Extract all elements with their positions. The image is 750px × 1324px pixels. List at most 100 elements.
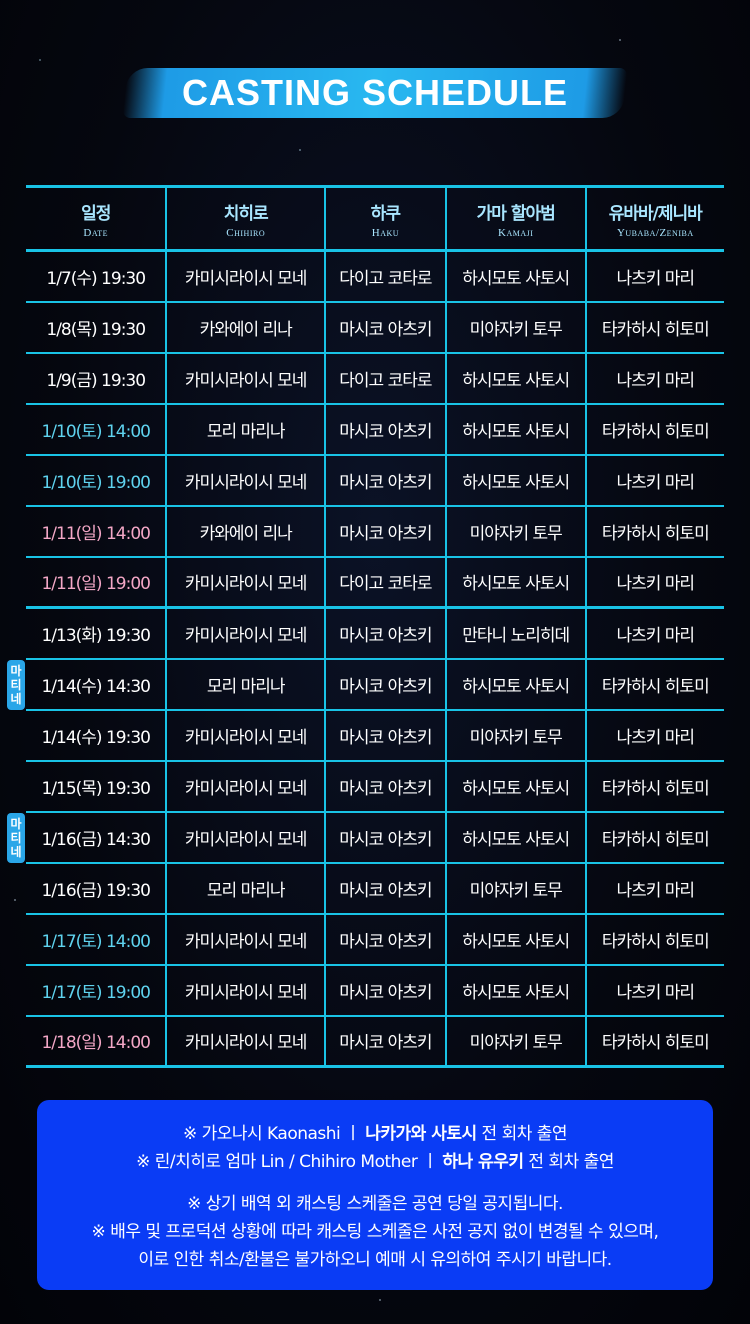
- schedule-row: 1/10(토) 14:00 모리 마리나 마시코 아츠키 하시모토 사토시 타카하시 히…: [26, 402, 724, 456]
- notice-line-3: ※ 상기 배역 외 캐스팅 스케줄은 공연 당일 공지됩니다.: [187, 1194, 563, 1214]
- schedule-row: 마 티 네 1/14(수) 14:30 모리 마리나 마시코 아츠키 하시모토 사토시 타카하…: [7, 657, 724, 711]
- haku-cell: 마시코 아츠키: [323, 861, 447, 915]
- chihiro-cell: 카미시라이시 모네: [165, 963, 326, 1017]
- matinee-char: 마: [10, 663, 22, 678]
- yubaba-cell: 타카하시 히토미: [584, 912, 724, 966]
- chihiro-cell: 카미시라이시 모네: [165, 606, 326, 660]
- yubaba-cell: 타카하시 히토미: [584, 1014, 724, 1068]
- chihiro-cell: 카미시라이시 모네: [165, 912, 326, 966]
- schedule-row: 1/8(목) 19:30 카와에이 리나 마시코 아츠키 미야자키 토무 타카하시 히토…: [26, 300, 724, 354]
- haku-cell: 마시코 아츠키: [323, 504, 447, 558]
- yubaba-cell: 나츠키 마리: [584, 963, 724, 1017]
- schedule-row: 1/10(토) 19:00 카미시라이시 모네 마시코 아츠키 하시모토 사토시 나츠키…: [26, 453, 724, 507]
- date-cell: 1/10(토) 19:00: [26, 453, 168, 507]
- haku-cell: 마시코 아츠키: [323, 657, 447, 711]
- haku-cell: 다이고 코타로: [323, 351, 447, 405]
- kamaji-cell: 하시모토 사토시: [444, 402, 587, 456]
- haku-cell: 마시코 아츠키: [323, 300, 447, 354]
- kamaji-cell: 미야자키 토무: [444, 708, 587, 762]
- chihiro-cell: 카미시라이시 모네: [165, 555, 326, 609]
- schedule-row: 마 티 네 1/16(금) 14:30 카미시라이시 모네 마시코 아츠키 하시모토 사토시…: [7, 810, 724, 864]
- kamaji-cell: 하시모토 사토시: [444, 810, 587, 864]
- column-header-en: Date: [83, 226, 109, 239]
- date-cell: 1/9(금) 19:30: [26, 351, 168, 405]
- notice-text: 전 회차 출연: [481, 1124, 568, 1144]
- page-title: CASTING SCHEDULE: [181, 72, 569, 113]
- kamaji-cell: 미야자키 토무: [444, 1014, 587, 1068]
- date-cell: 1/16(금) 19:30: [26, 861, 168, 915]
- matinee-char: 티: [10, 830, 22, 845]
- kamaji-cell: 하시모토 사토시: [444, 657, 587, 711]
- column-header: 하쿠 Haku: [323, 185, 447, 252]
- notice-text: ※ 린/치히로 엄마 Lin / Chihiro Mother ㅣ: [136, 1152, 438, 1172]
- column-header: 일정 Date: [26, 185, 168, 252]
- yubaba-cell: 나츠키 마리: [584, 606, 724, 660]
- yubaba-cell: 나츠키 마리: [584, 555, 724, 609]
- column-header-ko: 치히로: [223, 203, 269, 224]
- header-row: 일정 Date 치히로 Chihiro 하쿠 Haku 가마 할아범 Kamaji 유바바/제니…: [26, 185, 724, 252]
- yubaba-cell: 나츠키 마리: [584, 249, 724, 303]
- date-text: 1/8(목) 19:30: [46, 319, 146, 340]
- date-text: 1/14(수) 19:30: [41, 727, 150, 748]
- kamaji-cell: 만타니 노리히데: [444, 606, 587, 660]
- date-cell: 마 티 네 1/16(금) 14:30: [7, 810, 168, 864]
- date-text: 1/16(금) 14:30: [41, 829, 150, 850]
- matinee-char: 티: [10, 677, 22, 692]
- haku-cell: 마시코 아츠키: [323, 453, 447, 507]
- kamaji-cell: 하시모토 사토시: [444, 555, 587, 609]
- schedule-row: 1/11(일) 14:00 카와에이 리나 마시코 아츠키 미야자키 토무 타카하시 히…: [26, 504, 724, 558]
- haku-cell: 마시코 아츠키: [323, 963, 447, 1017]
- yubaba-cell: 나츠키 마리: [584, 351, 724, 405]
- column-header-en: Yubaba/Zeniba: [616, 226, 694, 239]
- date-text: 1/18(일) 14:00: [41, 1033, 150, 1054]
- notice-text: ※ 가오나시 Kaonashi ㅣ: [182, 1124, 361, 1144]
- schedule-row: 1/17(토) 19:00 카미시라이시 모네 마시코 아츠키 하시모토 사토시 나츠키…: [26, 963, 724, 1017]
- yubaba-cell: 타카하시 히토미: [584, 810, 724, 864]
- chihiro-cell: 카와에이 리나: [165, 300, 326, 354]
- notice-actor: 나카가와 사토시: [365, 1124, 477, 1144]
- date-cell: 1/11(일) 19:00: [26, 555, 168, 609]
- chihiro-cell: 카미시라이시 모네: [165, 1014, 326, 1068]
- chihiro-cell: 카미시라이시 모네: [165, 453, 326, 507]
- chihiro-cell: 모리 마리나: [165, 861, 326, 915]
- haku-cell: 다이고 코타로: [323, 555, 447, 609]
- date-text: 1/13(화) 19:30: [41, 625, 150, 646]
- date-cell: 1/8(목) 19:30: [26, 300, 168, 354]
- column-header-ko: 유바바/제니바: [608, 203, 703, 224]
- yubaba-cell: 나츠키 마리: [584, 708, 724, 762]
- yubaba-cell: 타카하시 히토미: [584, 300, 724, 354]
- chihiro-cell: 카미시라이시 모네: [165, 708, 326, 762]
- chihiro-cell: 카미시라이시 모네: [165, 810, 326, 864]
- notice-line-5: 이로 인한 취소/환불은 불가하오니 예매 시 유의하여 주시기 바랍니다.: [138, 1250, 612, 1270]
- notice-line-4: ※ 배우 및 프로덕션 상황에 따라 캐스팅 스케줄은 사전 공지 없이 변경될…: [91, 1222, 659, 1242]
- schedule-row: 1/13(화) 19:30 카미시라이시 모네 마시코 아츠키 만타니 노리히데 나츠키…: [26, 606, 724, 660]
- chihiro-cell: 카와에이 리나: [165, 504, 326, 558]
- date-text: 1/17(토) 19:00: [41, 982, 150, 1003]
- date-text: 1/9(금) 19:30: [46, 370, 146, 391]
- yubaba-cell: 타카하시 히토미: [584, 504, 724, 558]
- schedule-row: 1/15(목) 19:30 카미시라이시 모네 마시코 아츠키 하시모토 사토시 타카하…: [26, 759, 724, 813]
- schedule-row: 1/14(수) 19:30 카미시라이시 모네 마시코 아츠키 미야자키 토무 나츠키 …: [26, 708, 724, 762]
- date-cell: 1/13(화) 19:30: [26, 606, 168, 660]
- kamaji-cell: 하시모토 사토시: [444, 351, 587, 405]
- notice-actor: 하나 유우키: [442, 1152, 524, 1172]
- date-text: 1/10(토) 19:00: [41, 472, 150, 493]
- schedule-row: 1/17(토) 14:00 카미시라이시 모네 마시코 아츠키 하시모토 사토시 타카하…: [26, 912, 724, 966]
- date-text: 1/10(토) 14:00: [41, 421, 150, 442]
- date-text: 1/14(수) 14:30: [41, 676, 150, 697]
- column-header: 가마 할아범 Kamaji: [444, 185, 587, 252]
- casting-schedule-table: 일정 Date 치히로 Chihiro 하쿠 Haku 가마 할아범 Kamaji 유바바/제니…: [7, 185, 724, 1068]
- date-cell: 1/17(토) 14:00: [26, 912, 168, 966]
- chihiro-cell: 모리 마리나: [165, 402, 326, 456]
- kamaji-cell: 미야자키 토무: [444, 504, 587, 558]
- column-header-ko: 하쿠: [370, 203, 401, 224]
- column-header-en: Kamaji: [498, 226, 534, 239]
- date-text: 1/17(토) 14:00: [41, 931, 150, 952]
- date-cell: 1/18(일) 14:00: [26, 1014, 168, 1068]
- schedule-row: 1/7(수) 19:30 카미시라이시 모네 다이고 코타로 하시모토 사토시 나츠키 …: [26, 249, 724, 303]
- date-cell: 1/15(목) 19:30: [26, 759, 168, 813]
- haku-cell: 마시코 아츠키: [323, 810, 447, 864]
- schedule-row: 1/18(일) 14:00 카미시라이시 모네 마시코 아츠키 미야자키 토무 타카하시…: [26, 1014, 724, 1068]
- kamaji-cell: 하시모토 사토시: [444, 912, 587, 966]
